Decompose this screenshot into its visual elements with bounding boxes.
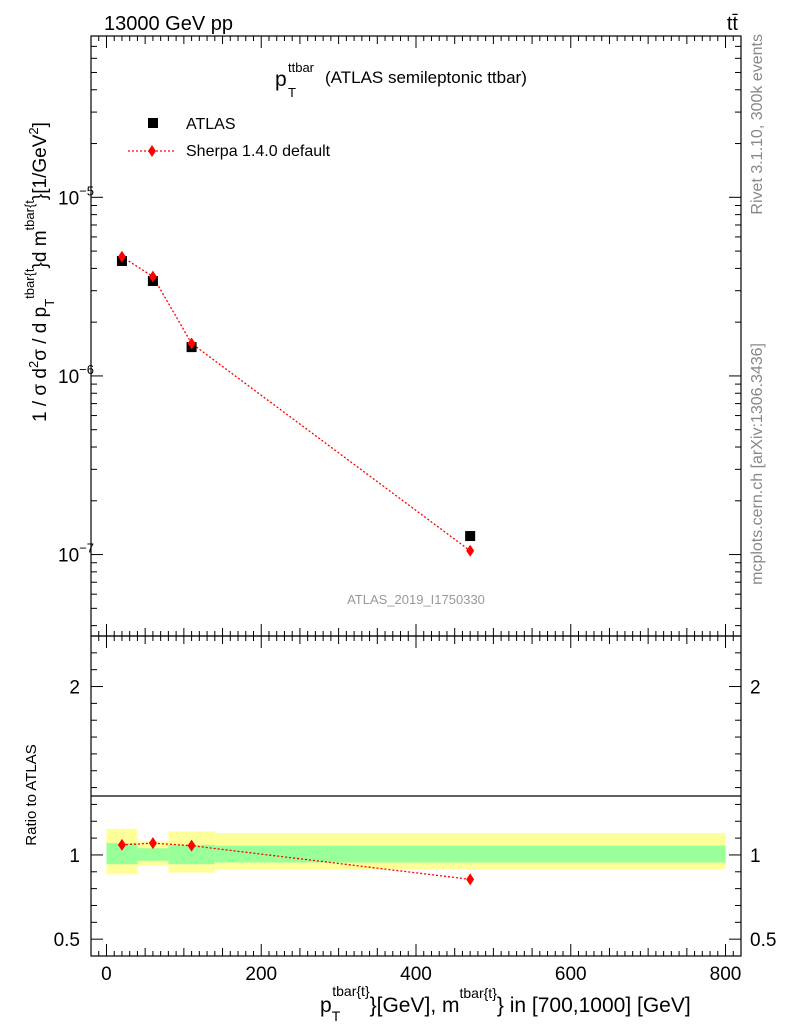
main-title-superscript: ttbar	[288, 60, 315, 75]
main-title: p	[275, 68, 287, 91]
ratio-data-points	[117, 837, 475, 886]
ratio-panel: 2 2 1 1 0.5 0.5 0 200 400 600 800	[54, 635, 777, 985]
ratio-x-tick-label: 400	[400, 964, 432, 985]
analysis-watermark: ATLAS_2019_I1750330	[347, 592, 485, 607]
ratio-band-green	[106, 843, 138, 865]
ratio-x-tick-label: 0	[101, 964, 112, 985]
ratio-data-point	[187, 839, 196, 852]
svg-text:1 / σ d2σ / d pTtbar{t}d mtba: 1 / σ d2σ / d pTtbar{t}d mtbar{t}[1/GeV2…	[22, 122, 57, 422]
sherpa-data-point	[117, 250, 126, 263]
ratio-x-tick-label: 800	[710, 964, 742, 985]
ratio-band-green	[137, 848, 169, 861]
main-y-tick-label: 10−5	[58, 183, 94, 209]
ratio-axis-ticks	[90, 635, 742, 956]
legend-atlas-marker	[148, 118, 158, 128]
main-data-points	[116, 250, 476, 557]
legend-atlas-label: ATLAS	[186, 116, 236, 133]
ratio-y-tick-label-right: 0.5	[750, 930, 776, 951]
ratio-y-tick-label-left: 2	[69, 678, 80, 699]
main-y-tick-label: 10−7	[58, 541, 94, 567]
ratio-x-tick-labels: 0 200 400 600 800	[101, 964, 741, 985]
main-axis-ticks	[90, 35, 742, 636]
legend-sherpa-marker	[148, 145, 156, 157]
ratio-band-green	[214, 845, 726, 863]
process-label: tt̄	[727, 13, 739, 35]
main-y-tick-label: 10−6	[58, 362, 94, 388]
ratio-y-tick-labels: 2 2 1 1 0.5 0.5	[54, 678, 777, 952]
sherpa-data-point	[187, 337, 196, 350]
main-title-subscript: T	[288, 85, 296, 100]
source-info: mcplots.cern.ch [arXiv:1306.3436]	[749, 343, 766, 585]
ratio-y-tick-label-right: 1	[750, 846, 761, 867]
main-series-line	[121, 256, 471, 552]
ratio-y-tick-label-left: 0.5	[54, 930, 80, 951]
svg-text:pTtbar{t}}[GeV], mtbar{t}} in: pTtbar{t}}[GeV], mtbar{t}} in [700,1000]…	[320, 983, 691, 1024]
x-axis-label: pTtbar{t}}[GeV], mtbar{t}} in [700,1000]…	[320, 983, 691, 1024]
main-panel: 10−5 10−6 10−7 p ttbar T (ATLAS semilepton…	[58, 35, 742, 637]
ratio-data-point	[117, 838, 126, 851]
sherpa-data-point	[466, 544, 475, 557]
ratio-uncertainty-bands	[106, 828, 726, 875]
main-y-axis-label: 1 / σ d2σ / d pTtbar{t}d mtbar{t}[1/GeV2…	[22, 122, 57, 422]
sherpa-data-point	[148, 270, 157, 283]
ratio-data-point	[466, 873, 475, 886]
main-title-description: (ATLAS semileptonic ttbar)	[325, 68, 527, 87]
ratio-y-tick-label-left: 1	[69, 846, 80, 867]
rivet-info: Rivet 3.1.10, 300k events	[749, 34, 766, 215]
atlas-data-point	[465, 531, 476, 542]
main-y-tick-labels: 10−5 10−6 10−7	[58, 183, 94, 566]
ratio-band-green	[168, 844, 215, 865]
energy-label: 13000 GeV pp	[104, 13, 233, 35]
ratio-data-point	[148, 837, 157, 850]
ratio-y-axis-label: Ratio to ATLAS	[23, 744, 40, 845]
ratio-y-tick-label-right: 2	[750, 678, 761, 699]
ratio-frame	[90, 635, 742, 957]
ratio-x-tick-label: 600	[555, 964, 587, 985]
ratio-x-tick-label: 200	[245, 964, 277, 985]
legend-sherpa-label: Sherpa 1.4.0 default	[186, 143, 331, 160]
